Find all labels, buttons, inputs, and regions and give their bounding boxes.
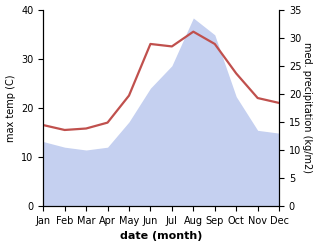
Y-axis label: max temp (C): max temp (C) [5, 74, 16, 142]
Y-axis label: med. precipitation (kg/m2): med. precipitation (kg/m2) [302, 42, 313, 173]
X-axis label: date (month): date (month) [120, 231, 202, 242]
